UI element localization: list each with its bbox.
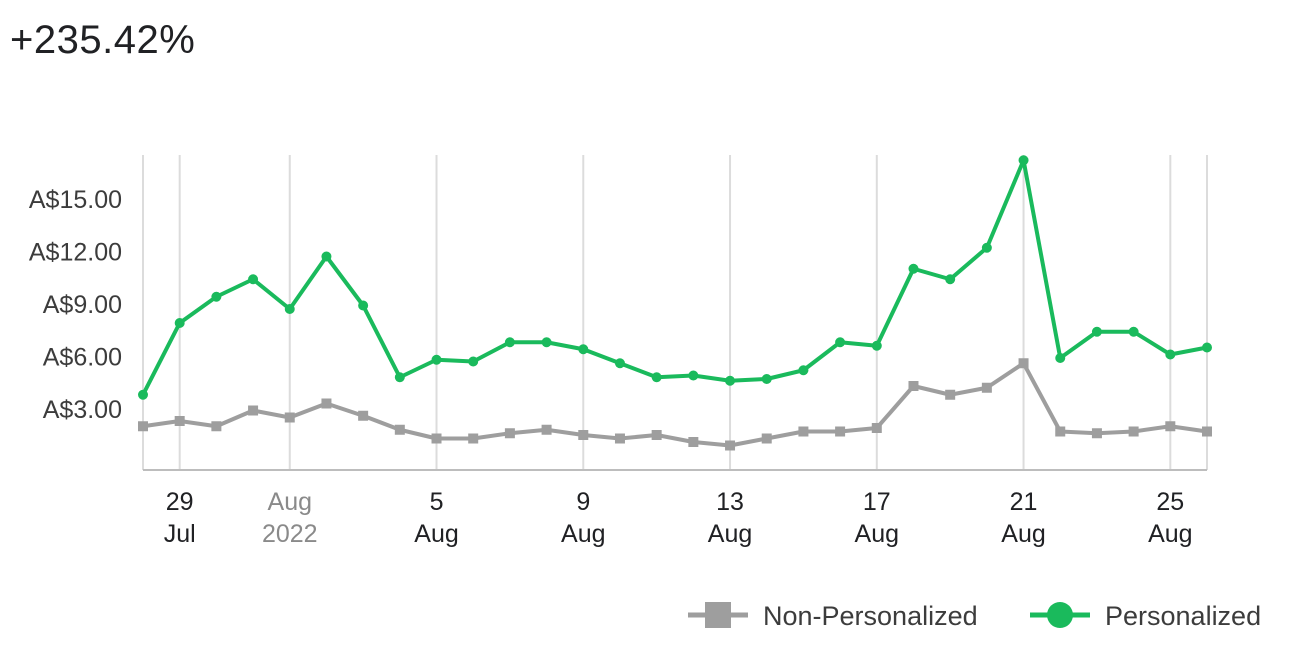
legend[interactable]: Non-Personalized Personalized	[688, 601, 1261, 631]
data-point[interactable]	[578, 430, 589, 440]
x-tick-label: 2022	[262, 520, 318, 548]
data-point[interactable]	[358, 300, 369, 311]
data-point[interactable]	[284, 412, 295, 423]
legend-label: Personalized	[1105, 601, 1261, 631]
x-tick-label: 9	[576, 488, 590, 516]
x-tick-label: Jul	[164, 520, 196, 548]
x-tick-label: Aug	[1001, 520, 1045, 548]
data-point[interactable]	[688, 437, 699, 447]
data-point[interactable]	[798, 426, 809, 437]
data-point[interactable]	[981, 382, 992, 393]
data-point[interactable]	[1202, 342, 1212, 353]
data-point[interactable]	[504, 337, 515, 348]
data-point[interactable]	[835, 426, 846, 437]
data-point[interactable]	[871, 340, 882, 351]
y-axis: A$3.00 A$6.00 A$9.00 A$12.00 A$15.00	[29, 186, 122, 424]
y-tick-label: A$3.00	[43, 396, 122, 424]
data-point[interactable]	[1165, 349, 1176, 360]
circle-marker-icon	[1047, 602, 1073, 628]
data-point[interactable]	[394, 424, 405, 435]
data-point[interactable]	[614, 358, 625, 369]
y-tick-label: A$9.00	[43, 291, 122, 319]
x-tick-label: Aug	[1148, 520, 1192, 548]
x-tick-label: Aug	[561, 520, 605, 548]
data-point[interactable]	[1091, 326, 1102, 337]
data-point[interactable]	[358, 410, 369, 421]
square-marker-icon	[705, 602, 731, 628]
data-point[interactable]	[174, 416, 185, 426]
data-point[interactable]	[761, 374, 772, 384]
data-point[interactable]	[688, 370, 699, 381]
data-point[interactable]	[431, 433, 442, 444]
series-line	[141, 158, 1208, 396]
x-tick-label: Aug	[855, 520, 899, 548]
data-point[interactable]	[1055, 426, 1066, 437]
series-layer	[138, 155, 1212, 451]
data-point[interactable]	[725, 440, 736, 451]
data-point[interactable]	[725, 375, 736, 386]
x-axis: 29 Jul Aug 2022 5 Aug 9 Aug 13 Aug 17 Aug 21 Aug 25 Aug	[143, 469, 1207, 548]
data-point[interactable]	[211, 421, 222, 432]
data-point[interactable]	[541, 424, 552, 435]
x-tick-label: 21	[1010, 488, 1038, 516]
data-point[interactable]	[468, 433, 479, 444]
data-point[interactable]	[908, 263, 919, 274]
data-point[interactable]	[394, 372, 405, 383]
data-point[interactable]	[468, 356, 479, 367]
x-tick-label: Aug	[268, 488, 312, 516]
data-point[interactable]	[835, 337, 846, 348]
data-point[interactable]	[945, 274, 956, 285]
data-point[interactable]	[174, 318, 185, 328]
data-point[interactable]	[284, 304, 295, 314]
data-point[interactable]	[248, 405, 259, 416]
series-non-personalized	[138, 358, 1212, 451]
data-point[interactable]	[321, 251, 332, 262]
data-point[interactable]	[1128, 426, 1139, 437]
data-point[interactable]	[431, 354, 442, 365]
x-tick-label: 13	[716, 488, 744, 516]
data-point[interactable]	[1018, 155, 1029, 166]
data-point[interactable]	[981, 242, 992, 253]
data-point[interactable]	[1091, 428, 1102, 439]
data-point[interactable]	[761, 433, 772, 444]
data-point[interactable]	[504, 428, 515, 439]
data-point[interactable]	[138, 389, 148, 400]
data-point[interactable]	[614, 433, 625, 444]
change-percentage: +235.42%	[10, 18, 196, 62]
y-tick-label: A$15.00	[29, 186, 122, 214]
data-point[interactable]	[578, 344, 589, 355]
data-point[interactable]	[908, 381, 919, 391]
data-point[interactable]	[1128, 326, 1139, 337]
x-tick-label: Aug	[414, 520, 458, 548]
y-tick-label: A$6.00	[43, 343, 122, 371]
data-point[interactable]	[651, 372, 662, 383]
data-point[interactable]	[248, 274, 259, 285]
x-tick-label: Aug	[708, 520, 752, 548]
data-point[interactable]	[1165, 421, 1176, 432]
data-point[interactable]	[798, 365, 809, 376]
data-point[interactable]	[945, 389, 956, 400]
x-tick-label: 25	[1156, 488, 1184, 516]
x-tick-label: 17	[863, 488, 891, 516]
x-tick-label: 5	[430, 488, 444, 516]
series-line	[142, 361, 1208, 448]
data-point[interactable]	[1018, 358, 1029, 369]
grid-lines	[142, 155, 1208, 470]
data-point[interactable]	[211, 291, 222, 302]
data-point[interactable]	[138, 421, 148, 432]
data-point[interactable]	[1055, 353, 1066, 363]
series-personalized	[138, 155, 1212, 400]
y-tick-label: A$12.00	[29, 238, 122, 266]
legend-item[interactable]: Personalized	[1030, 601, 1261, 631]
data-point[interactable]	[541, 337, 552, 348]
data-point[interactable]	[651, 430, 662, 440]
data-point[interactable]	[871, 423, 882, 433]
legend-label: Non-Personalized	[763, 601, 978, 631]
legend-item[interactable]: Non-Personalized	[688, 601, 978, 631]
x-tick-label: 29	[166, 488, 194, 516]
data-point[interactable]	[1202, 426, 1212, 437]
data-point[interactable]	[321, 398, 332, 409]
